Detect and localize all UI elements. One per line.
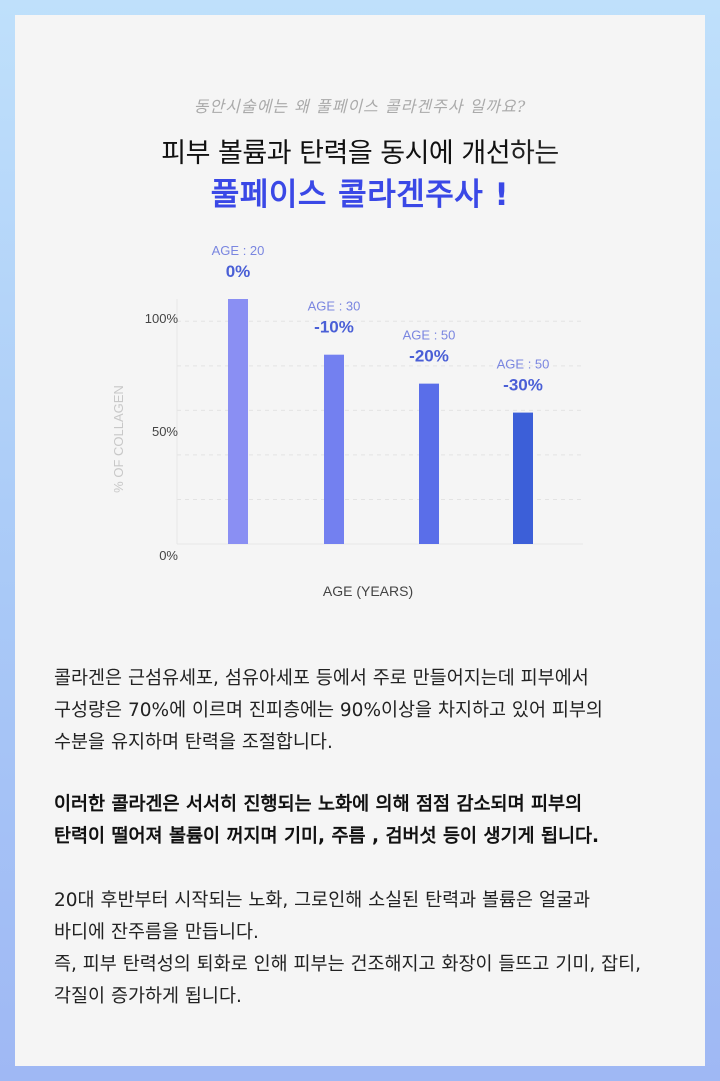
headline-suffix: 하는 (510, 138, 559, 169)
y-tick-label: 0% (159, 548, 178, 563)
bar-value-label: -30% (503, 376, 543, 395)
paragraph-line: 콜라겐은 근섬유세포, 섬유아세포 등에서 주로 만들어지는데 피부에서 (54, 668, 589, 689)
paragraph-line: 탄력이 떨어져 볼륨이 꺼지며 기미, 주름 , 검버섯 등이 생기게 됩니다. (54, 826, 600, 847)
x-axis-label: AGE (YEARS) (323, 583, 413, 599)
collagen-bar-chart: 0% 50% 100% AGE : 20 0% AGE : 30 -10% AGE : 50… (111, 243, 583, 599)
subhead-product: 풀페이스 콜라겐주사 ! (210, 177, 510, 213)
bar (419, 383, 439, 544)
headline: 피부 볼륨과 탄력을 동시에 개선하는 (15, 131, 705, 170)
bar-category-label: AGE : 50 (497, 357, 550, 372)
bar (228, 299, 248, 544)
bar-category-label: AGE : 30 (308, 299, 361, 314)
tagline: 동안시술에는 왜 풀페이스 콜라겐주사 일까요? (193, 97, 527, 116)
paragraph-line: 각질이 증가하게 됩니다. (54, 986, 242, 1007)
paragraph-line: 20대 후반부터 시작되는 노화, 그로인해 소실된 탄력과 볼륨은 얼굴과 (54, 890, 591, 911)
content-card: 동안시술에는 왜 풀페이스 콜라겐주사 일까요? 피부 볼륨과 탄력을 동시에 … (15, 15, 705, 1066)
paragraph-line: 구성량은 70%에 이르며 진피층에는 90%이상을 차지하고 있어 피부의 (54, 700, 603, 721)
y-tick-label: 100% (145, 311, 179, 326)
bar-value-label: -10% (314, 318, 354, 337)
bars-group (228, 299, 533, 544)
paragraph-line: 이러한 콜라겐은 서서히 진행되는 노화에 의해 점점 감소되며 피부의 (54, 794, 583, 815)
headline-main: 피부 볼륨과 탄력을 동시에 개선 (161, 138, 511, 169)
bar-value-label: 0% (226, 262, 251, 281)
bar (513, 412, 533, 544)
paragraph-line: 즉, 피부 탄력성의 퇴화로 인해 피부는 건조해지고 화장이 들뜨고 기미, … (54, 954, 642, 975)
paragraph-line: 바디에 잔주름을 만듭니다. (54, 922, 259, 943)
bar-labels-group: AGE : 20 0% AGE : 30 -10% AGE : 50 -20% AGE : … (212, 243, 550, 395)
bar-value-label: -20% (409, 347, 449, 366)
bar-category-label: AGE : 50 (403, 328, 456, 343)
bar-category-label: AGE : 20 (212, 243, 265, 258)
paragraph-line: 수분을 유지하며 탄력을 조절합니다. (54, 732, 333, 753)
y-axis-label: % OF COLLAGEN (111, 385, 126, 493)
y-tick-label: 50% (152, 424, 178, 439)
bar (324, 354, 344, 544)
y-tick-labels: 0% 50% 100% (145, 311, 179, 563)
